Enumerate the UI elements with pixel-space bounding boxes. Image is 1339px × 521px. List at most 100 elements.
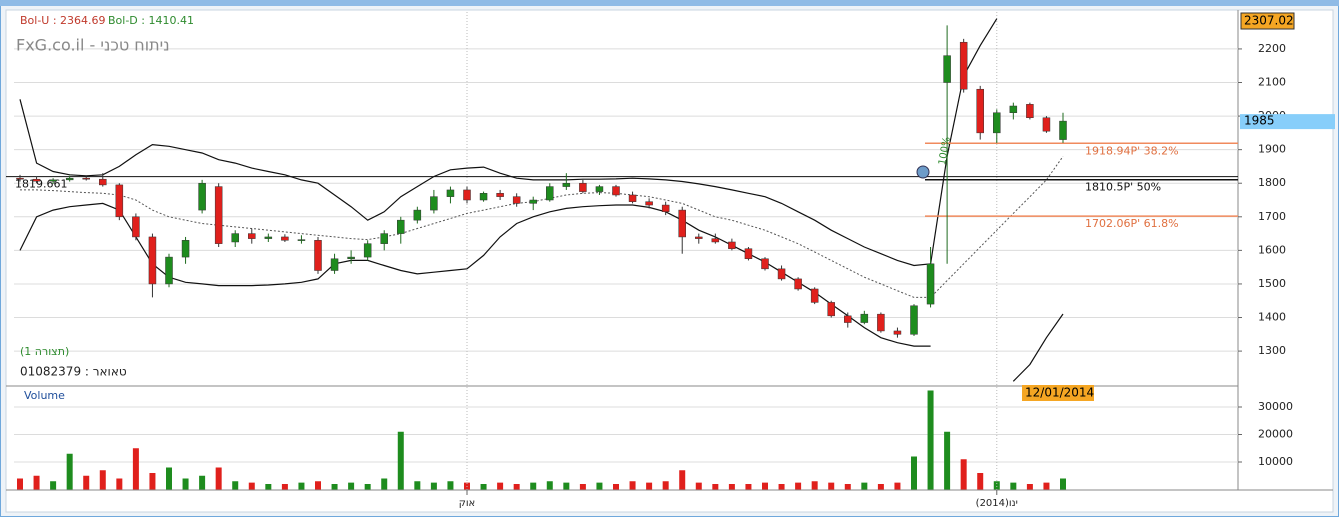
candle-body [810,288,819,303]
candle-body [314,240,322,271]
site-title: FxG.co.il - ניתוח טכני [16,36,170,55]
panel [5,9,1334,513]
bol-u: Bol-U : 2364.69 [20,14,106,27]
volume-bar [381,478,388,490]
candle-body [380,233,388,244]
candle-body [16,177,24,180]
layout-label: (תצורה 1) [20,345,69,358]
volume-bar [712,483,719,490]
volume-bar [993,481,1000,490]
volume-bar [728,483,735,490]
volume-bar [298,482,305,490]
volume-bar [166,467,172,490]
candle-body [297,239,306,241]
candle-body [595,186,604,192]
symbol-label: טאואר : 01082379 [20,365,127,379]
candle-body [132,216,140,238]
candle-body [546,186,554,201]
volume-bar [679,470,686,490]
y-tick-label: 2200 [1258,42,1286,55]
volume-bar [745,483,752,490]
volume-bar [960,459,967,490]
candle-body [214,186,223,244]
y-tick-label: 2100 [1258,76,1286,89]
candle-body [512,196,521,204]
volume-bar [149,472,156,490]
candle-body [479,193,488,201]
volume-bar [480,483,487,490]
volume-bar [762,482,768,490]
candle-body [562,182,571,187]
candle-body [82,177,90,180]
volume-bar [894,482,901,490]
candle-body [99,178,107,186]
date-marker-box [1022,385,1094,401]
volume-bar [50,481,57,490]
volume-bar [66,453,73,490]
candle-body [661,204,670,213]
volume-title: Volume [24,389,65,402]
candle-body [248,233,256,239]
candle-body [397,219,405,234]
volume-bar [927,390,934,490]
volume-bar [811,481,818,490]
candle-body [794,278,802,290]
bollinger-band [19,18,998,267]
candle-body [993,112,1001,134]
volume-bar [331,483,338,490]
reference-label: 1819.661 [15,178,68,191]
volume-bar [83,475,90,490]
candle-body [877,313,885,332]
candle-body [148,236,157,285]
candle-body [1042,117,1051,132]
y-tick-label: 1400 [1258,311,1286,324]
volume-bar [1010,482,1017,490]
candle-body [695,236,703,239]
volume-bar [430,482,437,490]
volume-bar [795,482,802,490]
volume-bar [513,483,520,490]
fib-anchor-icon [916,165,930,179]
candle-body [761,258,769,270]
candle-body [1009,105,1018,113]
volume-bar [33,475,40,490]
candle-body [115,184,124,218]
volume-bar [1026,483,1033,490]
volume-bar [596,482,603,490]
volume-bar [182,478,189,490]
candle-body [49,179,57,182]
candle-body [198,182,206,211]
high-marker-label: 2307.02 [1244,14,1294,28]
candle-body [1026,104,1034,119]
y-tick-label: 1900 [1258,143,1286,156]
last-price-label: 1985 [1244,114,1275,128]
x-tick-label: ינו(2014) [976,498,1018,509]
plot-layer: 1300140015001600170018001900200021002200… [6,12,1335,509]
volume-bar [116,478,123,490]
volume-bar [17,478,23,490]
volume-bar [613,483,619,490]
volume-bar [877,483,884,490]
high-marker-box [1240,12,1295,30]
candle-body [678,209,686,238]
candle-body [1059,120,1067,140]
candle-body [711,238,720,243]
volume-bar [646,482,653,490]
candle-body [777,268,786,280]
volume-bar [911,456,917,490]
candle-body [413,209,422,221]
candle-body [264,236,273,239]
volume-bar [215,467,222,490]
candle-body [529,199,537,204]
volume-bar [977,472,984,490]
candle-body [347,256,355,260]
candle-body [959,41,968,90]
volume-bar [1043,482,1050,490]
date-marker-label: 12/01/2014 [1025,386,1094,400]
candle-body [330,258,339,271]
volume-bar [348,482,355,490]
volume-bar [414,481,421,490]
candle-body [612,186,620,196]
y-tick-label: 20000 [1258,427,1293,440]
